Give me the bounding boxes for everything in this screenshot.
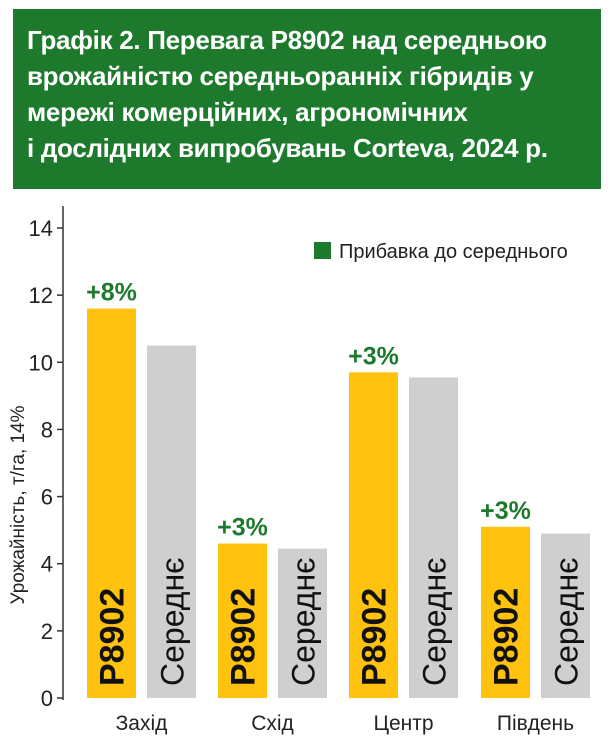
legend-swatch [314,242,331,259]
bar-series-label: Середнє [417,558,453,686]
percent-gain-label: +3% [217,514,268,542]
chart-title-box: Графік 2. Перевага Р8902 над середньою в… [13,9,601,189]
y-axis-label: Урожайність, т/га, 14% [8,405,29,604]
percent-gain-label: +8% [86,279,137,307]
category-label: Захід [116,712,168,735]
bar-series-label: Середнє [549,558,585,686]
y-tick-label: 0 [41,686,53,711]
y-tick-label: 12 [29,283,53,308]
category-label: Центр [373,712,433,735]
bar [218,543,267,698]
category-label: Схід [251,712,294,735]
bar-series-label: Р8902 [225,588,263,686]
y-tick-label: 10 [29,350,53,375]
y-tick-label: 6 [41,485,53,510]
y-tick-label: 2 [41,619,53,644]
title-line-4: і дослідних випробувань Corteva, 2024 р. [27,133,548,163]
legend-label: Прибавка до середнього [339,241,568,263]
bar-series-label: Середнє [286,558,322,686]
bar [278,548,327,698]
title-line-1: Графік 2. Перевага Р8902 над середньою [27,25,547,55]
bar-series-label: Р8902 [488,588,526,686]
title-line-2: врожайністю середньоранніх гібридів у [27,61,534,91]
bar-series-label: Середнє [155,558,191,686]
y-tick-label: 14 [29,216,53,241]
title-line-3: мережі комерційних, агрономічних [27,97,468,127]
bar-series-label: Р8902 [356,588,394,686]
percent-gain-label: +3% [480,497,531,525]
bar-series-label: Р8902 [94,588,132,686]
bar [481,526,530,698]
percent-gain-label: +3% [348,342,399,370]
bar [87,308,136,698]
bar [541,533,590,698]
category-label: Південь [497,712,574,735]
y-tick-label: 4 [41,552,53,577]
bar [349,372,398,698]
bar [409,377,458,698]
y-tick-label: 8 [41,417,53,442]
bar [147,345,196,698]
